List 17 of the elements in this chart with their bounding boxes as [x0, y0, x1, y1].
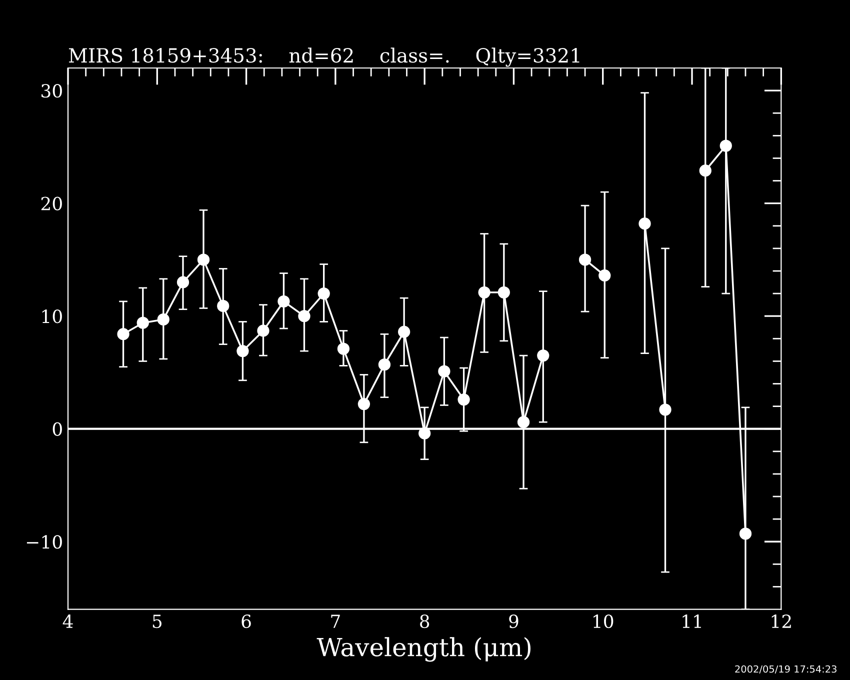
- chart-title: MIRS 18159+3453: nd=62 class=. Qlty=3321: [68, 48, 580, 67]
- x-tick-label: 6: [242, 614, 251, 628]
- y-tick-label: 30: [42, 84, 62, 98]
- x-tick-label: 5: [152, 614, 162, 628]
- x-tick-label: 11: [682, 614, 701, 628]
- x-tick-label: 9: [509, 614, 518, 628]
- x-tick-label: 4: [62, 614, 73, 628]
- x-tick-label: 10: [594, 614, 614, 628]
- y-tick-label: 0: [52, 422, 62, 436]
- y-tick-label: 20: [41, 196, 62, 210]
- x-axis-title: Wavelength (μm): [316, 637, 530, 662]
- x-tick-label: 8: [420, 614, 430, 628]
- y-tick-label: −10: [26, 535, 62, 549]
- text: 2002/05/19 17:54:23: [735, 665, 836, 674]
- x-tick-label: 12: [772, 614, 791, 628]
- x-tick-label: 7: [331, 614, 340, 628]
- y-tick-label: 10: [42, 310, 62, 324]
